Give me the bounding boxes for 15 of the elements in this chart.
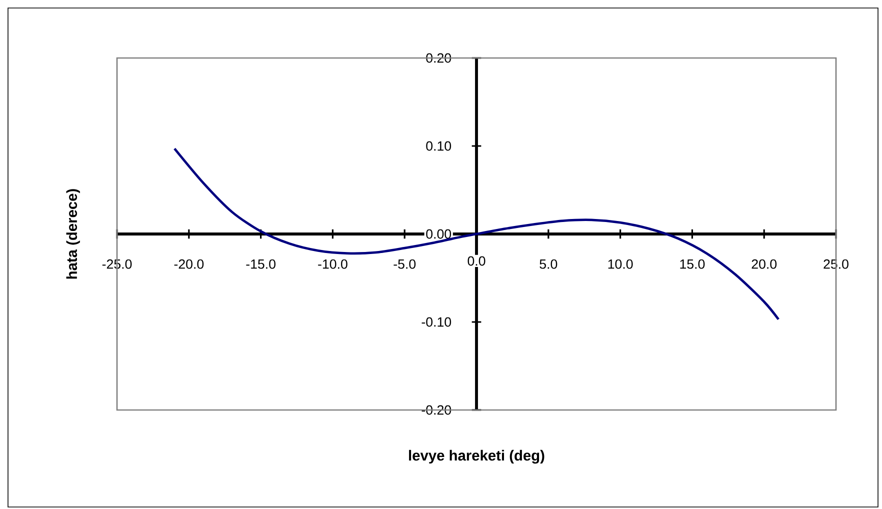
y-axis-title: hata (derece)	[66, 189, 80, 279]
x-tick-label: 10.0	[608, 259, 633, 269]
x-tick-label: 20.0	[752, 259, 777, 269]
x-tick-label: -25.0	[102, 259, 132, 269]
x-tick-label: -20.0	[174, 259, 204, 269]
x-tick-label: 0.0	[468, 256, 486, 266]
y-tick-label: 0.10	[426, 141, 452, 151]
x-axis-title: levye hareketi (deg)	[409, 450, 544, 464]
x-tick-label: -10.0	[318, 259, 348, 269]
x-tick-label: -5.0	[394, 259, 416, 269]
y-tick-label: -0.10	[422, 317, 452, 327]
x-tick-label: 15.0	[680, 259, 705, 269]
x-tick-label: 5.0	[540, 259, 558, 269]
x-tick-label: -15.0	[246, 259, 276, 269]
y-tick-label: 0.00	[426, 229, 452, 239]
